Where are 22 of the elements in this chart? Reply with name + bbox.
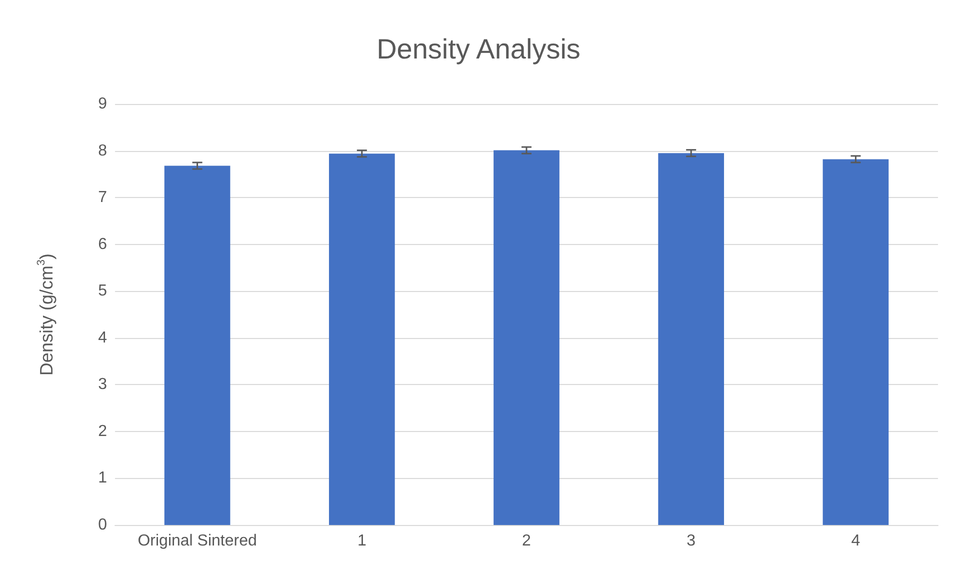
bar bbox=[328, 154, 395, 525]
y-tick-label: 8 bbox=[98, 142, 108, 160]
y-tick-label: 6 bbox=[98, 236, 108, 253]
y-tick-label: 4 bbox=[98, 329, 108, 346]
y-tick-label: 1 bbox=[98, 470, 108, 487]
x-tick-label: Original Sintered bbox=[138, 532, 257, 550]
bar bbox=[164, 166, 230, 525]
x-tick-label: 3 bbox=[686, 532, 696, 550]
y-axis-title: Density (g/cm3) bbox=[36, 253, 56, 376]
y-tick-label: 0 bbox=[98, 516, 108, 534]
bar bbox=[822, 159, 889, 525]
bar bbox=[494, 150, 560, 525]
y-tick-label: 9 bbox=[98, 96, 108, 112]
x-tick-label: 4 bbox=[851, 532, 860, 550]
x-tick-label: 1 bbox=[357, 532, 366, 550]
chart-title: Density Analysis bbox=[376, 34, 580, 64]
y-tick-label: 7 bbox=[98, 189, 108, 206]
y-tick-label: 3 bbox=[98, 376, 108, 394]
y-tick-label: 2 bbox=[98, 422, 108, 440]
x-tick-label: 2 bbox=[522, 532, 532, 550]
bar bbox=[658, 153, 724, 525]
y-tick-label: 5 bbox=[98, 282, 108, 300]
